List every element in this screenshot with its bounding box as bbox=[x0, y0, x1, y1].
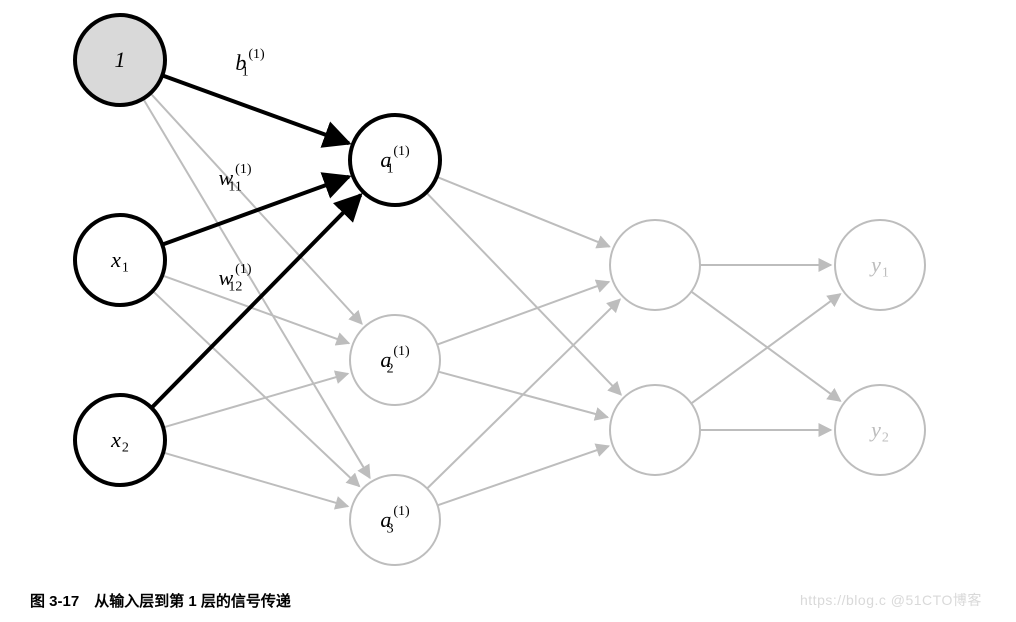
edge-x2-a11 bbox=[152, 195, 361, 408]
edge-x1-a31 bbox=[153, 291, 360, 486]
edge-x2-a21 bbox=[163, 374, 348, 428]
edge-h2-y1 bbox=[691, 294, 840, 403]
edge-label-2: w(1)12 bbox=[218, 262, 251, 295]
node-a31 bbox=[350, 475, 440, 565]
node-a21 bbox=[350, 315, 440, 405]
network-diagram: 1x1x2a(1)1a(1)2a(1)3y1y2b(1)1w(1)11w(1)1… bbox=[0, 0, 1016, 622]
node-label-bias: 1 bbox=[115, 47, 126, 72]
node-h1 bbox=[610, 220, 700, 310]
edge-bias-a11 bbox=[162, 75, 349, 143]
edge-a11-h2 bbox=[426, 192, 621, 394]
node-a11 bbox=[350, 115, 440, 205]
watermark-text: https://blog.c @51CTO博客 bbox=[800, 590, 982, 610]
edge-a31-h2 bbox=[438, 446, 609, 505]
edge-bias-a31 bbox=[143, 99, 370, 478]
edge-label-1: w(1)11 bbox=[218, 162, 251, 195]
figure-container: 1x1x2a(1)1a(1)2a(1)3y1y2b(1)1w(1)11w(1)1… bbox=[0, 0, 1016, 622]
node-h2 bbox=[610, 385, 700, 475]
edge-a11-h1 bbox=[437, 177, 610, 247]
edge-x2-a31 bbox=[163, 453, 348, 507]
edge-a31-h1 bbox=[427, 299, 620, 488]
edge-label-0: b(1)1 bbox=[235, 47, 265, 80]
edge-h1-y2 bbox=[691, 292, 840, 401]
figure-caption: 图 3-17 从输入层到第 1 层的信号传递 bbox=[30, 590, 291, 611]
